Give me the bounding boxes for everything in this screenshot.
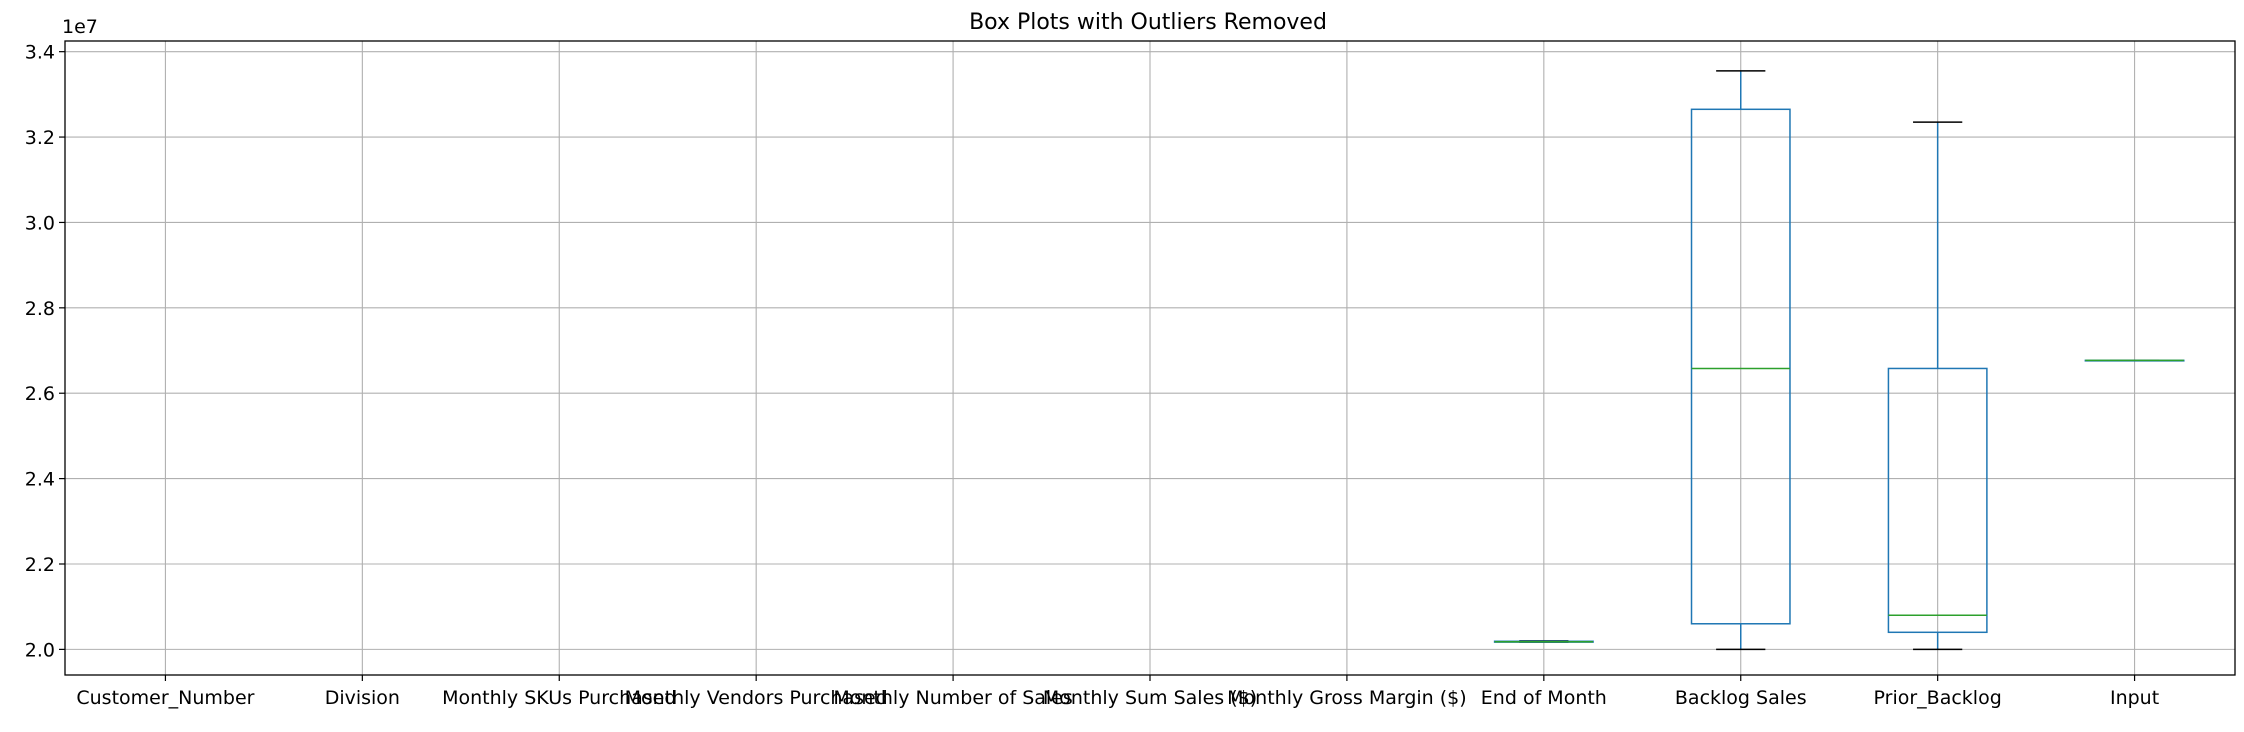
x-tick-label: Prior_Backlog [1874, 687, 2002, 709]
x-tick-label: Monthly Vendors Purchased [625, 687, 888, 709]
y-tick-label: 2.6 [25, 383, 55, 405]
y-axis: 2.0 2.2 2.4 2.6 2.8 3.0 3.2 3.4 [25, 42, 65, 661]
x-tick-label: End of Month [1481, 687, 1607, 709]
y-axis-offset-label: 1e7 [62, 16, 98, 38]
x-tick-label: Monthly SKUs Purchased [442, 687, 676, 709]
y-tick-label: 2.4 [25, 469, 55, 491]
y-tick-label: 3.0 [25, 212, 55, 234]
y-tick-label: 2.0 [25, 639, 55, 661]
x-tick-label: Input [2110, 687, 2159, 709]
y-tick-label: 2.2 [25, 554, 55, 576]
box-series [1493, 70, 2185, 651]
x-tick-label: Monthly Sum Sales ($) [1043, 687, 1257, 709]
x-tick-label: Monthly Number of Sales [833, 687, 1072, 709]
x-tick-label: Monthly Gross Margin ($) [1227, 687, 1467, 709]
box-iqr [1887, 367, 1988, 634]
x-tick-label: Customer_Number [76, 687, 254, 709]
x-tick-label: Division [325, 687, 400, 709]
grid-lines [65, 41, 2235, 675]
x-axis: Customer_Number Division Monthly SKUs Purc… [76, 675, 2159, 709]
x-tick-label: Backlog Sales [1675, 687, 1807, 709]
box-iqr [1690, 108, 1791, 625]
y-tick-label: 3.2 [25, 127, 55, 149]
y-tick-label: 3.4 [25, 42, 55, 64]
chart-title: Box Plots with Outliers Removed [969, 10, 1327, 35]
y-tick-label: 2.8 [25, 298, 55, 320]
